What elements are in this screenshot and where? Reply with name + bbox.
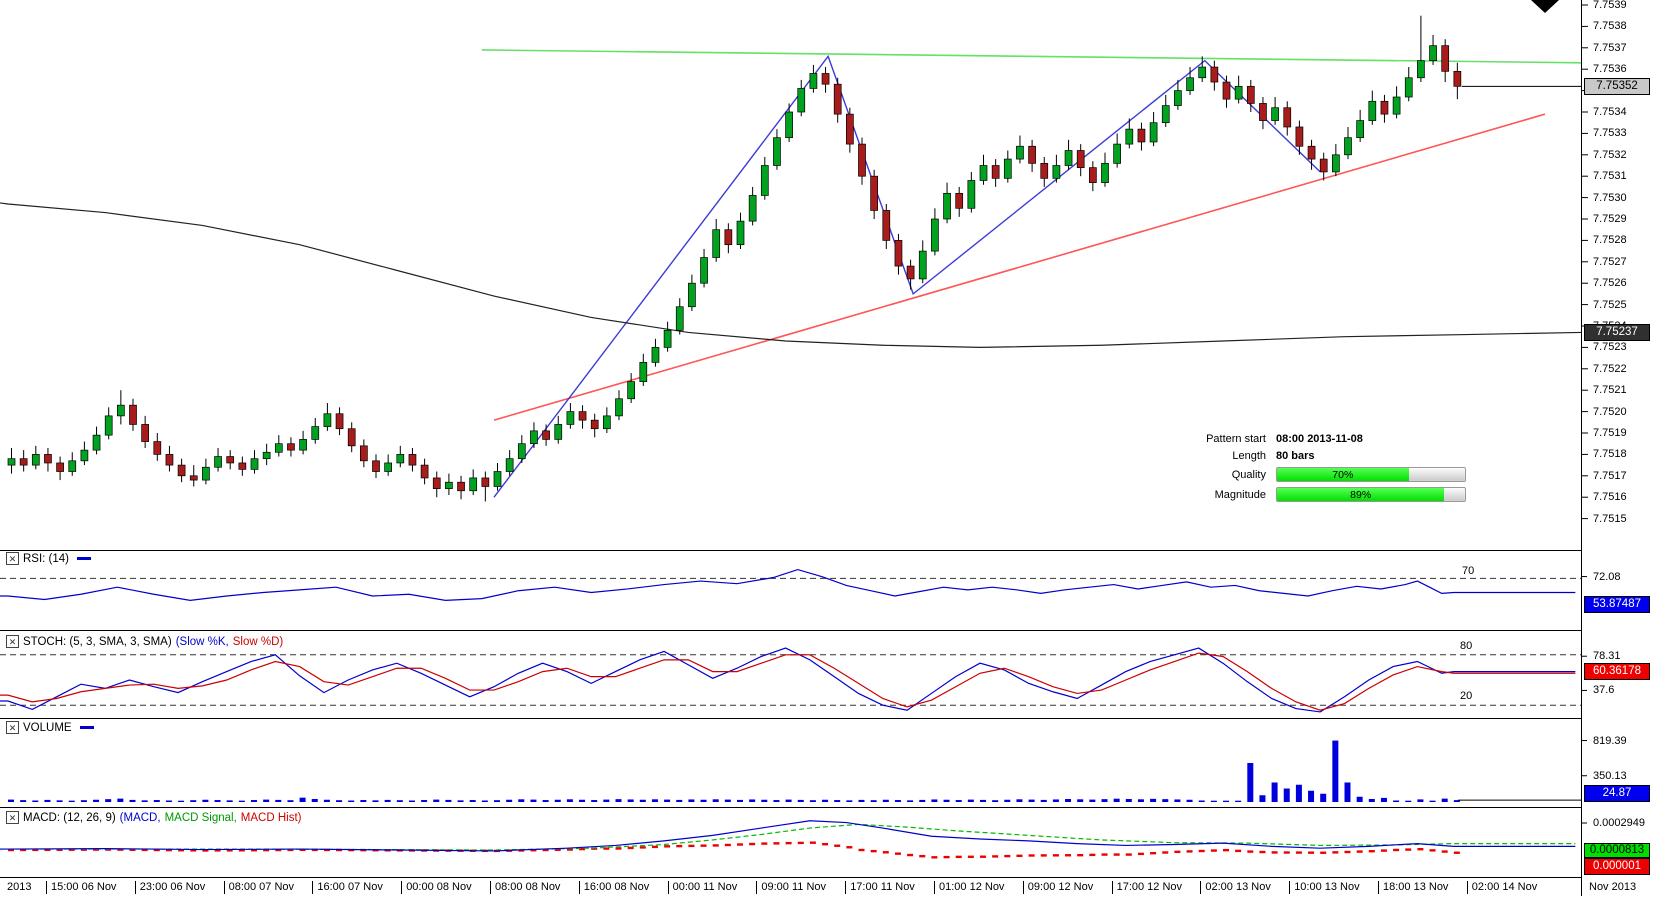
pattern-magnitude-label: Magnitude (1214, 488, 1266, 501)
price-tick-label: 7.7529 (1593, 213, 1627, 225)
macd-panel-label: ✕ MACD: (12, 26, 9) (MACD, MACD Signal, … (6, 811, 301, 824)
quality-progress-bar: 70% (1276, 467, 1466, 482)
price-tick-label: 7.7534 (1593, 106, 1627, 118)
pattern-length-label: Length (1232, 450, 1266, 462)
price-tick-label: 7.7530 (1593, 191, 1627, 204)
price-tick-label: 7.7532 (1593, 148, 1627, 161)
quality-progress-fill: 70% (1277, 468, 1409, 481)
rsi-line-swatch (77, 557, 92, 560)
pattern-quality-label: Quality (1231, 468, 1266, 481)
macd-signal-value-badge: 0.0000813 (1584, 843, 1650, 858)
stoch-legend-slow-d: Slow %D) (232, 635, 284, 648)
macd-checkbox[interactable]: ✕ (6, 811, 19, 824)
price-tick-label: 7.7515 (1593, 512, 1627, 525)
volume-value-badge: 24.87 (1584, 785, 1650, 802)
time-axis-label: 09:00 12 Nov (1022, 881, 1093, 894)
time-axis-label: 02:00 14 Nov (1466, 881, 1537, 894)
time-axis-label: 17:00 11 Nov (845, 881, 915, 894)
volume-checkbox[interactable]: ✕ (6, 721, 19, 734)
time-axis-label: 16:00 08 Nov (578, 881, 649, 894)
rsi-level-70-label: 70 (1462, 565, 1475, 577)
time-axis-label: 08:00 08 Nov (490, 881, 560, 894)
rsi-label-text: RSI: (14) (23, 552, 70, 565)
price-tick-label: 7.7517 (1593, 469, 1627, 482)
time-axis-label: 08:00 07 Nov (223, 881, 294, 894)
price-tick-label: 7.7527 (1593, 255, 1627, 268)
last-price-badge: 7.75352 (1584, 78, 1650, 95)
volume-line-swatch (79, 726, 94, 729)
price-tick-label: 7.7533 (1593, 127, 1627, 140)
time-axis-right-label: Nov 2013 (1589, 881, 1637, 893)
price-tick-label: 7.7519 (1593, 427, 1627, 439)
time-axis-label: 18:00 13 Nov (1378, 881, 1448, 894)
rsi-axis-tick: 72.08 (1593, 570, 1621, 583)
rsi-checkbox[interactable]: ✕ (6, 552, 19, 565)
stoch-axis-tick: 37.6 (1593, 684, 1615, 697)
macd-legend-signal: MACD Signal, (164, 811, 237, 824)
price-tick-label: 7.7523 (1593, 341, 1627, 354)
pattern-info-box: Pattern start 08:00 2013-11-08 Length 80… (1180, 433, 1472, 502)
stoch-axis-tick: 78.31 (1593, 650, 1621, 663)
volume-panel-label: ✕ VOLUME (6, 721, 94, 734)
time-axis-label: 10:00 13 Nov (1289, 881, 1360, 894)
rsi-value-badge: 53.87487 (1584, 596, 1650, 613)
price-tick-label: 7.7518 (1593, 448, 1627, 461)
time-axis-label: 01:00 12 Nov (934, 881, 1004, 894)
pattern-length-value: 80 bars (1276, 450, 1315, 462)
price-tick-label: 7.7522 (1593, 362, 1627, 375)
price-tick-label: 7.7531 (1593, 170, 1627, 183)
volume-axis-tick: 819.39 (1593, 734, 1627, 747)
volume-label-text: VOLUME (23, 721, 72, 734)
magnitude-progress-fill: 89% (1277, 488, 1445, 501)
magnitude-progress-bar: 89% (1276, 487, 1466, 502)
volume-axis-tick: 350.13 (1593, 769, 1627, 782)
price-tick-label: 7.7537 (1593, 41, 1627, 54)
price-tick-label: 7.7520 (1593, 405, 1627, 418)
stoch-label-text: STOCH: (5, 3, SMA, 3, SMA) (23, 635, 172, 648)
stoch-checkbox[interactable]: ✕ (6, 635, 19, 648)
price-tick-label: 7.7521 (1593, 384, 1627, 397)
stoch-level-80-label: 80 (1460, 640, 1473, 652)
price-tick-label: 7.7525 (1593, 298, 1627, 311)
time-axis-label: 09:00 11 Nov (756, 881, 826, 894)
time-axis-label: 15:00 06 Nov (46, 881, 116, 894)
time-axis[interactable]: 2013 15:00 06 Nov 23:00 06 Nov 08:00 07 Nov… (0, 878, 1582, 897)
price-tick-label: 7.7526 (1593, 277, 1627, 290)
stoch-value-badge: 60.36178 (1584, 663, 1650, 680)
sma-value-badge: 7.75237 (1584, 324, 1650, 341)
stoch-level-20-label: 20 (1460, 690, 1473, 702)
pattern-start-value: 08:00 2013-11-08 (1276, 433, 1363, 445)
time-axis-label: 00:00 11 Nov (667, 881, 737, 894)
rsi-panel-label: ✕ RSI: (14) (6, 552, 92, 565)
time-axis-label: 17:00 12 Nov (1111, 881, 1182, 894)
price-tick-label: 7.7538 (1593, 20, 1627, 33)
stoch-legend-slow-k: (Slow %K, (175, 635, 229, 648)
price-tick-label: 7.7536 (1593, 63, 1627, 76)
time-axis-label: 00:00 08 Nov (401, 881, 472, 894)
price-tick-label: 7.7528 (1593, 234, 1627, 247)
macd-label-text: MACD: (12, 26, 9) (23, 811, 116, 824)
macd-value-badge: 0.000001 (1584, 858, 1650, 875)
pattern-start-label: Pattern start (1206, 433, 1266, 445)
price-tick-label: 7.7539 (1593, 0, 1627, 11)
time-axis-label: 16:00 07 Nov (312, 881, 383, 894)
macd-legend-hist: MACD Hist) (240, 811, 302, 824)
price-tick-label: 7.7516 (1593, 491, 1627, 504)
time-axis-label: 23:00 06 Nov (134, 881, 205, 894)
time-axis-label: 02:00 13 Nov (1200, 881, 1271, 894)
macd-axis-tick: 0.0002949 (1593, 817, 1645, 830)
stoch-panel-label: ✕ STOCH: (5, 3, SMA, 3, SMA) (Slow %K, S… (6, 635, 283, 648)
time-axis-label: 2013 (7, 881, 32, 893)
macd-legend-macd: (MACD, (119, 811, 161, 824)
